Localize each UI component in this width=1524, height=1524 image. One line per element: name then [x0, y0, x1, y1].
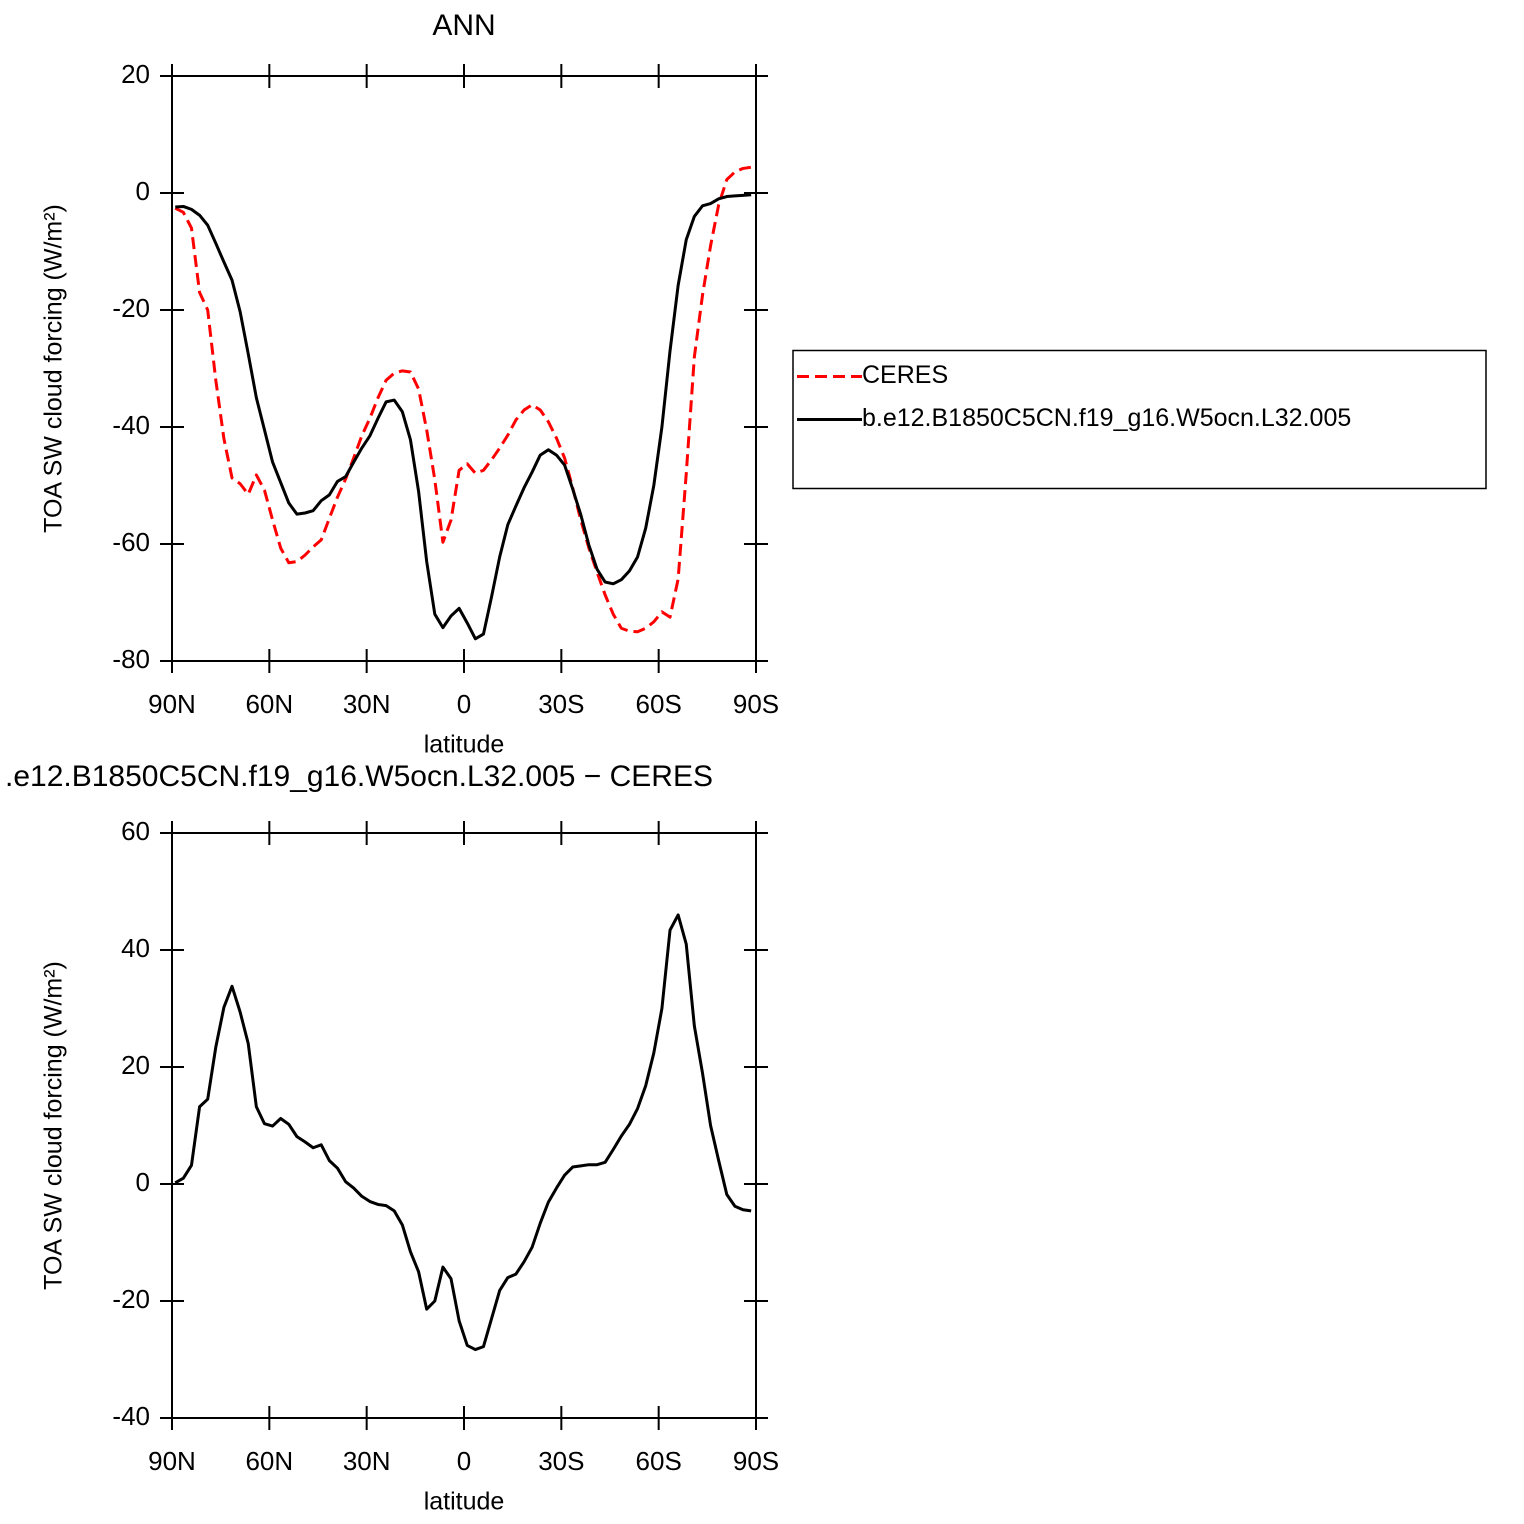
y-tick-label: -20 — [112, 293, 150, 323]
x-tick-label: 90N — [148, 1446, 196, 1476]
data-line — [175, 193, 752, 641]
legend-label: b.e12.B1850C5CN.f19_g16.W5ocn.L32.005 — [862, 404, 1351, 432]
x-tick-label: 60N — [245, 689, 293, 719]
x-tick-label: 60N — [245, 1446, 293, 1476]
legend-box — [792, 349, 1487, 490]
x-tick-label: 30S — [538, 689, 584, 719]
legend-label: CERES — [862, 361, 948, 389]
x-tick-label: 0 — [457, 1446, 471, 1476]
x-tick-label: 60S — [636, 1446, 682, 1476]
chart-title: ANN — [432, 9, 495, 42]
y-axis-label: TOA SW cloud forcing (W/m²) — [40, 961, 68, 1290]
x-axis-label: latitude — [424, 731, 505, 759]
data-line — [174, 165, 752, 634]
plot-frame — [171, 832, 757, 1419]
x-tick-label: 90N — [148, 689, 196, 719]
x-tick-label: 90S — [733, 689, 779, 719]
y-tick-label: 20 — [121, 1050, 150, 1080]
y-axis-label: TOA SW cloud forcing (W/m²) — [40, 204, 68, 533]
y-tick-label: -40 — [112, 1401, 150, 1431]
y-tick-label: -80 — [112, 644, 150, 674]
x-tick-label: 30S — [538, 1446, 584, 1476]
y-tick-label: 0 — [136, 176, 150, 206]
chart-title: .e12.B1850C5CN.f19_g16.W5ocn.L32.005 − C… — [5, 760, 713, 793]
x-tick-label: 30N — [343, 689, 391, 719]
x-tick-label: 60S — [636, 689, 682, 719]
y-tick-label: -40 — [112, 410, 150, 440]
y-tick-label: -20 — [112, 1284, 150, 1314]
y-tick-label: -60 — [112, 527, 150, 557]
x-tick-label: 0 — [457, 689, 471, 719]
x-axis-label: latitude — [424, 1488, 505, 1516]
y-tick-label: 40 — [121, 933, 150, 963]
plot-frame — [171, 75, 757, 662]
x-tick-label: 90S — [733, 1446, 779, 1476]
x-tick-label: 30N — [343, 1446, 391, 1476]
y-tick-label: 0 — [136, 1167, 150, 1197]
data-line — [174, 913, 752, 1352]
y-tick-label: 20 — [121, 59, 150, 89]
y-tick-label: 60 — [121, 816, 150, 846]
